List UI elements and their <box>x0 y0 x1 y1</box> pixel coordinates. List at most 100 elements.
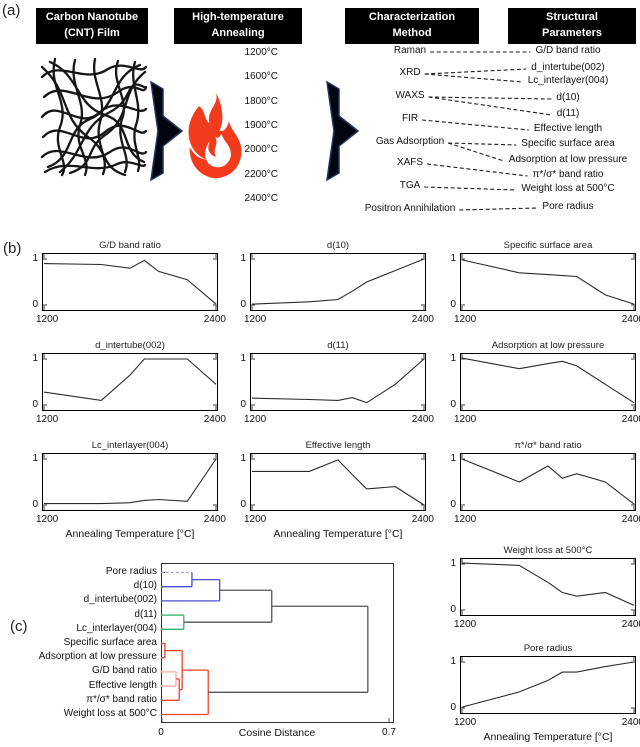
parameter-label: π*/σ* band ratio <box>532 169 604 180</box>
xtick-min: 1200 <box>36 314 59 325</box>
xtick-min: 1200 <box>244 514 267 525</box>
ytick-1: 1 <box>32 253 38 264</box>
method-label: WAXS <box>395 90 425 101</box>
flow-arrow-icon <box>150 80 184 182</box>
xtick-max: 2400 <box>411 514 434 525</box>
xtick-max: 2400 <box>621 414 640 425</box>
dendrogram-leaf-label: d(10) <box>133 580 157 592</box>
data-line <box>461 562 635 606</box>
dendrogram-plot <box>161 563 394 723</box>
data-line <box>461 259 635 305</box>
panel-b-label: (b) <box>3 240 22 257</box>
characterization-method: Gas Adsorption <box>320 136 500 147</box>
structural-parameter: Effective length <box>488 123 640 134</box>
ytick-1: 1 <box>450 453 456 464</box>
structural-parameter: Adsorption at low pressure <box>488 154 640 165</box>
xtick-min: 1200 <box>244 414 267 425</box>
header-box-parameters: Structural Parameters <box>508 8 636 44</box>
subplot-canvas <box>42 353 218 411</box>
parameter-label: Adsorption at low pressure <box>508 154 628 165</box>
subplot-title: d(10) <box>326 240 350 251</box>
xtick-max: 2400 <box>621 314 640 325</box>
parameter-label: G/D band ratio <box>535 45 601 56</box>
flame-icon <box>188 93 242 179</box>
ytick-0: 0 <box>240 299 246 310</box>
ytick-0: 0 <box>450 399 456 410</box>
ytick-0: 0 <box>450 702 456 713</box>
annealing-temperature: 2200°C <box>244 168 278 180</box>
xtick-min: 1200 <box>36 514 59 525</box>
subplot-xlabel: Annealing Temperature [°C] <box>273 528 403 540</box>
structural-parameter: Weight loss at 500°C <box>488 183 640 194</box>
annealing-temperature: 1800°C <box>244 95 278 107</box>
subplot-title: d(11) <box>327 340 349 351</box>
data-line <box>461 357 635 404</box>
ytick-1: 1 <box>240 253 246 264</box>
parameter-label: Pore radius <box>542 201 594 212</box>
characterization-method: XRD <box>320 67 500 78</box>
dendrogram-leaf-label: Lc_interlayer(004) <box>76 622 157 634</box>
cnt-film-sketch <box>40 57 148 177</box>
subplot-title: π*/σ* band ratio <box>514 440 582 451</box>
parameter-label: d_intertube(002) <box>531 62 605 73</box>
xtick-max: 2400 <box>411 414 434 425</box>
structural-parameter: Specific surface area <box>488 138 640 149</box>
data-line <box>461 661 635 708</box>
flow-arrow-icon <box>326 80 360 182</box>
dendrogram-leaf-label: Pore radius <box>105 566 157 577</box>
subplot-title: Specific surface area <box>503 240 593 251</box>
characterization-method: TGA <box>320 180 500 191</box>
ytick-0: 0 <box>450 299 456 310</box>
characterization-method: WAXS <box>320 90 500 101</box>
subplot-xlabel: Annealing Temperature [°C] <box>65 528 195 540</box>
xtick-max: 2400 <box>203 314 226 325</box>
parameter-label: d(11) <box>556 108 580 119</box>
ytick-0: 0 <box>240 399 246 410</box>
dendrogram-leaf-label: Weight loss at 500°C <box>63 708 157 719</box>
data-line <box>43 259 217 305</box>
subplot-title: G/D band ratio <box>99 240 161 251</box>
dendrogram-xtick-max: 0.7 <box>382 727 396 738</box>
parameter-label: Weight loss at 500°C <box>521 183 615 194</box>
subplot-canvas <box>250 353 426 411</box>
subplot-title: Weight loss at 500°C <box>503 545 593 556</box>
ytick-0: 0 <box>450 604 456 615</box>
ytick-1: 1 <box>32 453 38 464</box>
parameter-label: Specific surface area <box>521 138 615 149</box>
structural-parameter: d(11) <box>488 108 640 119</box>
characterization-method: Raman <box>320 45 500 56</box>
xtick-min: 1200 <box>454 314 477 325</box>
data-line <box>252 459 425 506</box>
xtick-max: 2400 <box>621 514 640 525</box>
ytick-0: 0 <box>32 499 38 510</box>
xtick-min: 1200 <box>244 314 267 325</box>
header-box-annealing: High-temperature Annealing <box>174 8 302 44</box>
data-line <box>43 358 217 401</box>
ytick-1: 1 <box>32 353 38 364</box>
method-label: XAFS <box>396 157 424 168</box>
xtick-max: 2400 <box>203 514 226 525</box>
ytick-1: 1 <box>450 353 456 364</box>
method-label: TGA <box>399 180 421 191</box>
subplot-canvas <box>460 558 636 616</box>
panel-a-label: (a) <box>2 2 21 19</box>
subplot-canvas <box>460 253 636 311</box>
subplot-xlabel: Annealing Temperature [°C] <box>483 731 613 743</box>
dendrogram-leaf-label: Specific surface area <box>63 637 157 648</box>
ytick-1: 1 <box>240 453 246 464</box>
ytick-1: 1 <box>450 656 456 667</box>
xtick-min: 1200 <box>454 717 477 728</box>
dendrogram-leaf-label: π*/σ* band ratio <box>86 693 157 705</box>
xtick-min: 1200 <box>454 414 477 425</box>
method-label: XRD <box>399 67 421 78</box>
subplot-canvas <box>42 253 218 311</box>
annealing-temperature: 1200°C <box>244 47 278 58</box>
xtick-min: 1200 <box>454 619 477 630</box>
ytick-0: 0 <box>450 499 456 510</box>
structural-parameter: Pore radius <box>488 201 640 212</box>
method-label: FIR <box>401 113 419 124</box>
ytick-1: 1 <box>450 558 456 569</box>
data-line <box>461 458 635 505</box>
characterization-method: FIR <box>320 113 500 124</box>
subplot-canvas <box>460 453 636 511</box>
